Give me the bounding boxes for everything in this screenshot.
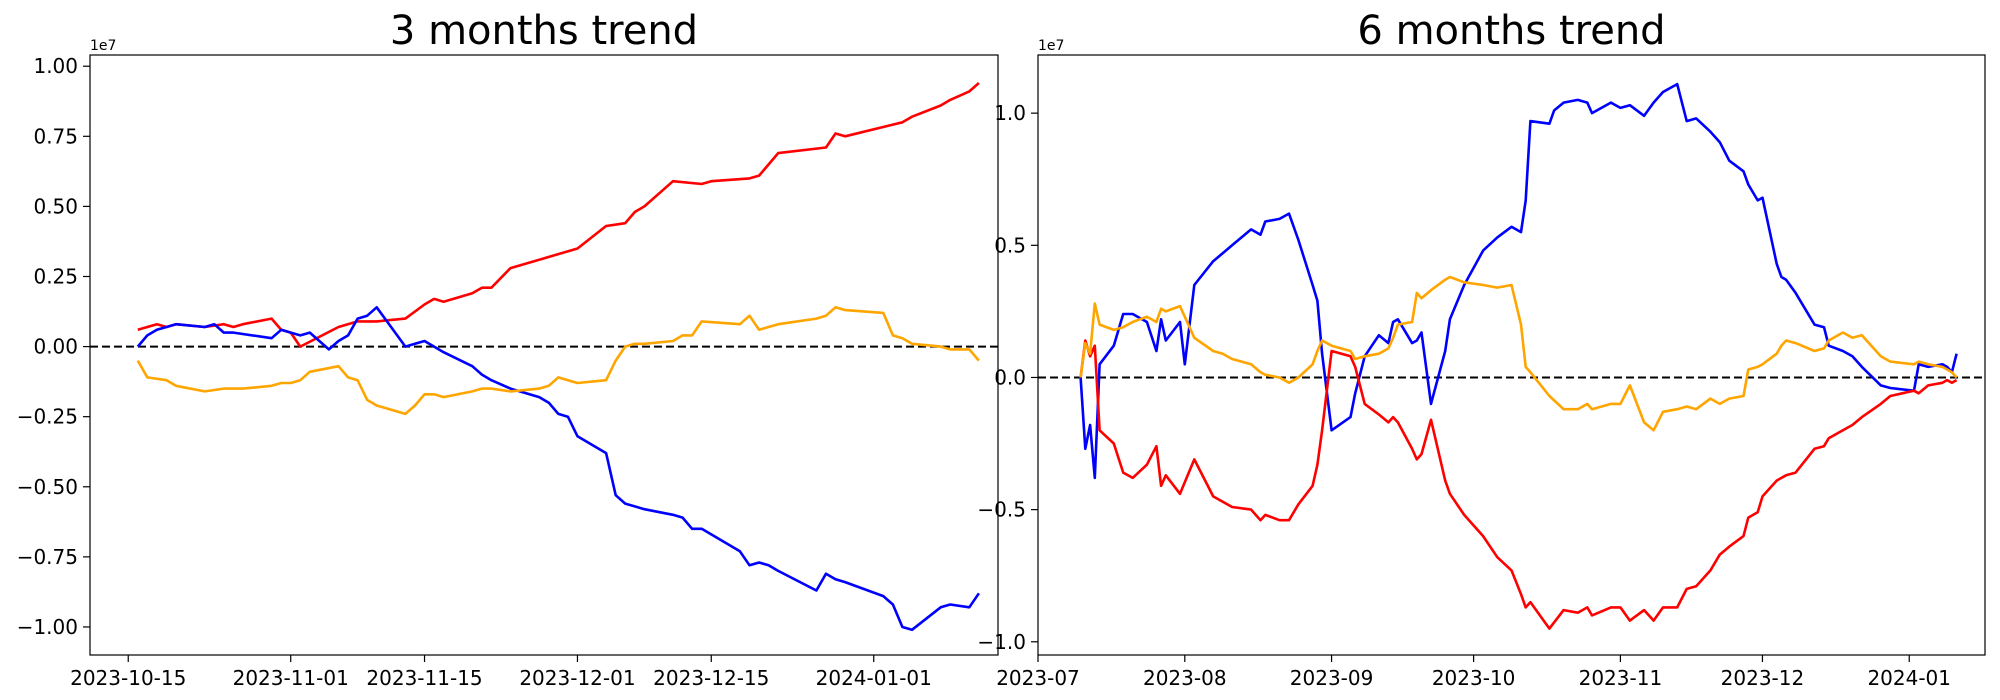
y-tick-label: −0.50 [17,475,78,499]
y-axis-offset-label: 1e7 [1038,38,1064,54]
chart-title: 3 months trend [390,8,698,54]
y-tick-label: 0.5 [994,233,1026,257]
x-tick-label: 2023-11-15 [366,666,482,690]
y-tick-label: 0.0 [994,365,1026,389]
series-line-1 [1079,82,1958,480]
x-tick-label: 2023-07 [996,666,1080,690]
x-tick-label: 2023-12 [1721,666,1805,690]
y-tick-label: −0.75 [17,545,78,569]
x-tick-label: 2023-12-01 [519,666,635,690]
plot-frame [1037,54,1986,656]
y-tick-label: −0.25 [17,405,78,429]
chart-panel-3-months: 3 months trend 1e7 1.00 0.75 0.50 0.25 0.00 −0.… [17,8,999,690]
series-line-3 [1079,275,1958,432]
chart-panel-6-months: 6 months trend 1e7 1.0 0.5 0.0 −0.5 −1.0 2023-0… [977,8,1986,690]
y-tick-label: −1.00 [17,615,78,639]
x-tick-label: 2023-11-01 [233,666,349,690]
y-tick-label: −1.0 [977,630,1026,654]
series-line-2 [1079,339,1958,630]
x-tick-label: 2024-01-01 [816,666,932,690]
series-line-3 [136,305,980,416]
series-line-2 [136,305,980,632]
x-tick-label: 2023-10 [1432,666,1516,690]
y-tick-label: 0.25 [33,264,78,288]
y-tick-label: 0.75 [33,124,78,148]
chart-title: 6 months trend [1357,8,1665,54]
y-axis-offset-label: 1e7 [90,38,116,54]
x-tick-label: 2023-09 [1290,666,1374,690]
x-tick-label: 2023-11 [1579,666,1663,690]
x-tick-label: 2023-10-15 [70,666,186,690]
y-tick-label: 0.00 [33,335,78,359]
series-line-1 [137,82,980,348]
x-tick-label: 2023-12-15 [653,666,769,690]
plot-frame [89,54,999,656]
y-tick-label: 0.50 [33,194,78,218]
y-tick-label: 1.0 [994,101,1026,125]
y-tick-label: 1.00 [33,54,78,78]
x-tick-label: 2024-01 [1867,666,1951,690]
x-tick-label: 2023-08 [1143,666,1227,690]
y-tick-label: −0.5 [977,498,1026,522]
